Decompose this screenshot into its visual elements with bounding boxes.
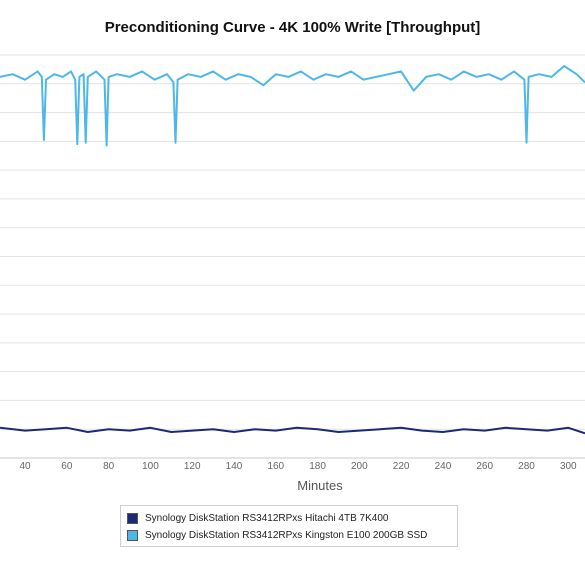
legend-label-hitachi: Synology DiskStation RS3412RPxs Hitachi … bbox=[145, 513, 389, 524]
x-tick-label: 160 bbox=[267, 461, 284, 472]
series-line-1 bbox=[0, 65, 585, 147]
x-tick-label: 180 bbox=[309, 461, 326, 472]
legend-swatch-hitachi bbox=[127, 513, 138, 524]
legend: Synology DiskStation RS3412RPxs Hitachi … bbox=[120, 505, 458, 547]
x-axis-label: Minutes bbox=[297, 478, 343, 493]
gridlines bbox=[0, 54, 585, 459]
x-tick-labels: 40 60 80 100 120 140 160 180 200 220 240 260 280 300 bbox=[20, 461, 578, 472]
x-tick-label: 80 bbox=[103, 461, 115, 472]
legend-swatch-kingston bbox=[127, 530, 138, 541]
x-tick-label: 200 bbox=[351, 461, 368, 472]
x-tick-label: 220 bbox=[393, 461, 410, 472]
legend-item-kingston: Synology DiskStation RS3412RPxs Kingston… bbox=[127, 527, 451, 544]
series-lines bbox=[0, 65, 585, 435]
x-tick-label: 280 bbox=[518, 461, 535, 472]
series-line-0 bbox=[0, 426, 585, 435]
x-tick-label: 260 bbox=[476, 461, 493, 472]
x-tick-label: 60 bbox=[61, 461, 73, 472]
x-tick-label: 100 bbox=[142, 461, 159, 472]
legend-item-hitachi: Synology DiskStation RS3412RPxs Hitachi … bbox=[127, 510, 451, 527]
legend-label-kingston: Synology DiskStation RS3412RPxs Kingston… bbox=[145, 530, 428, 541]
chart-title: Preconditioning Curve - 4K 100% Write [T… bbox=[104, 19, 481, 36]
x-tick-label: 120 bbox=[184, 461, 201, 472]
x-tick-label: 40 bbox=[20, 461, 32, 472]
x-tick-label: 140 bbox=[226, 461, 243, 472]
x-tick-label: 300 bbox=[560, 461, 577, 472]
x-tick-label: 240 bbox=[435, 461, 452, 472]
